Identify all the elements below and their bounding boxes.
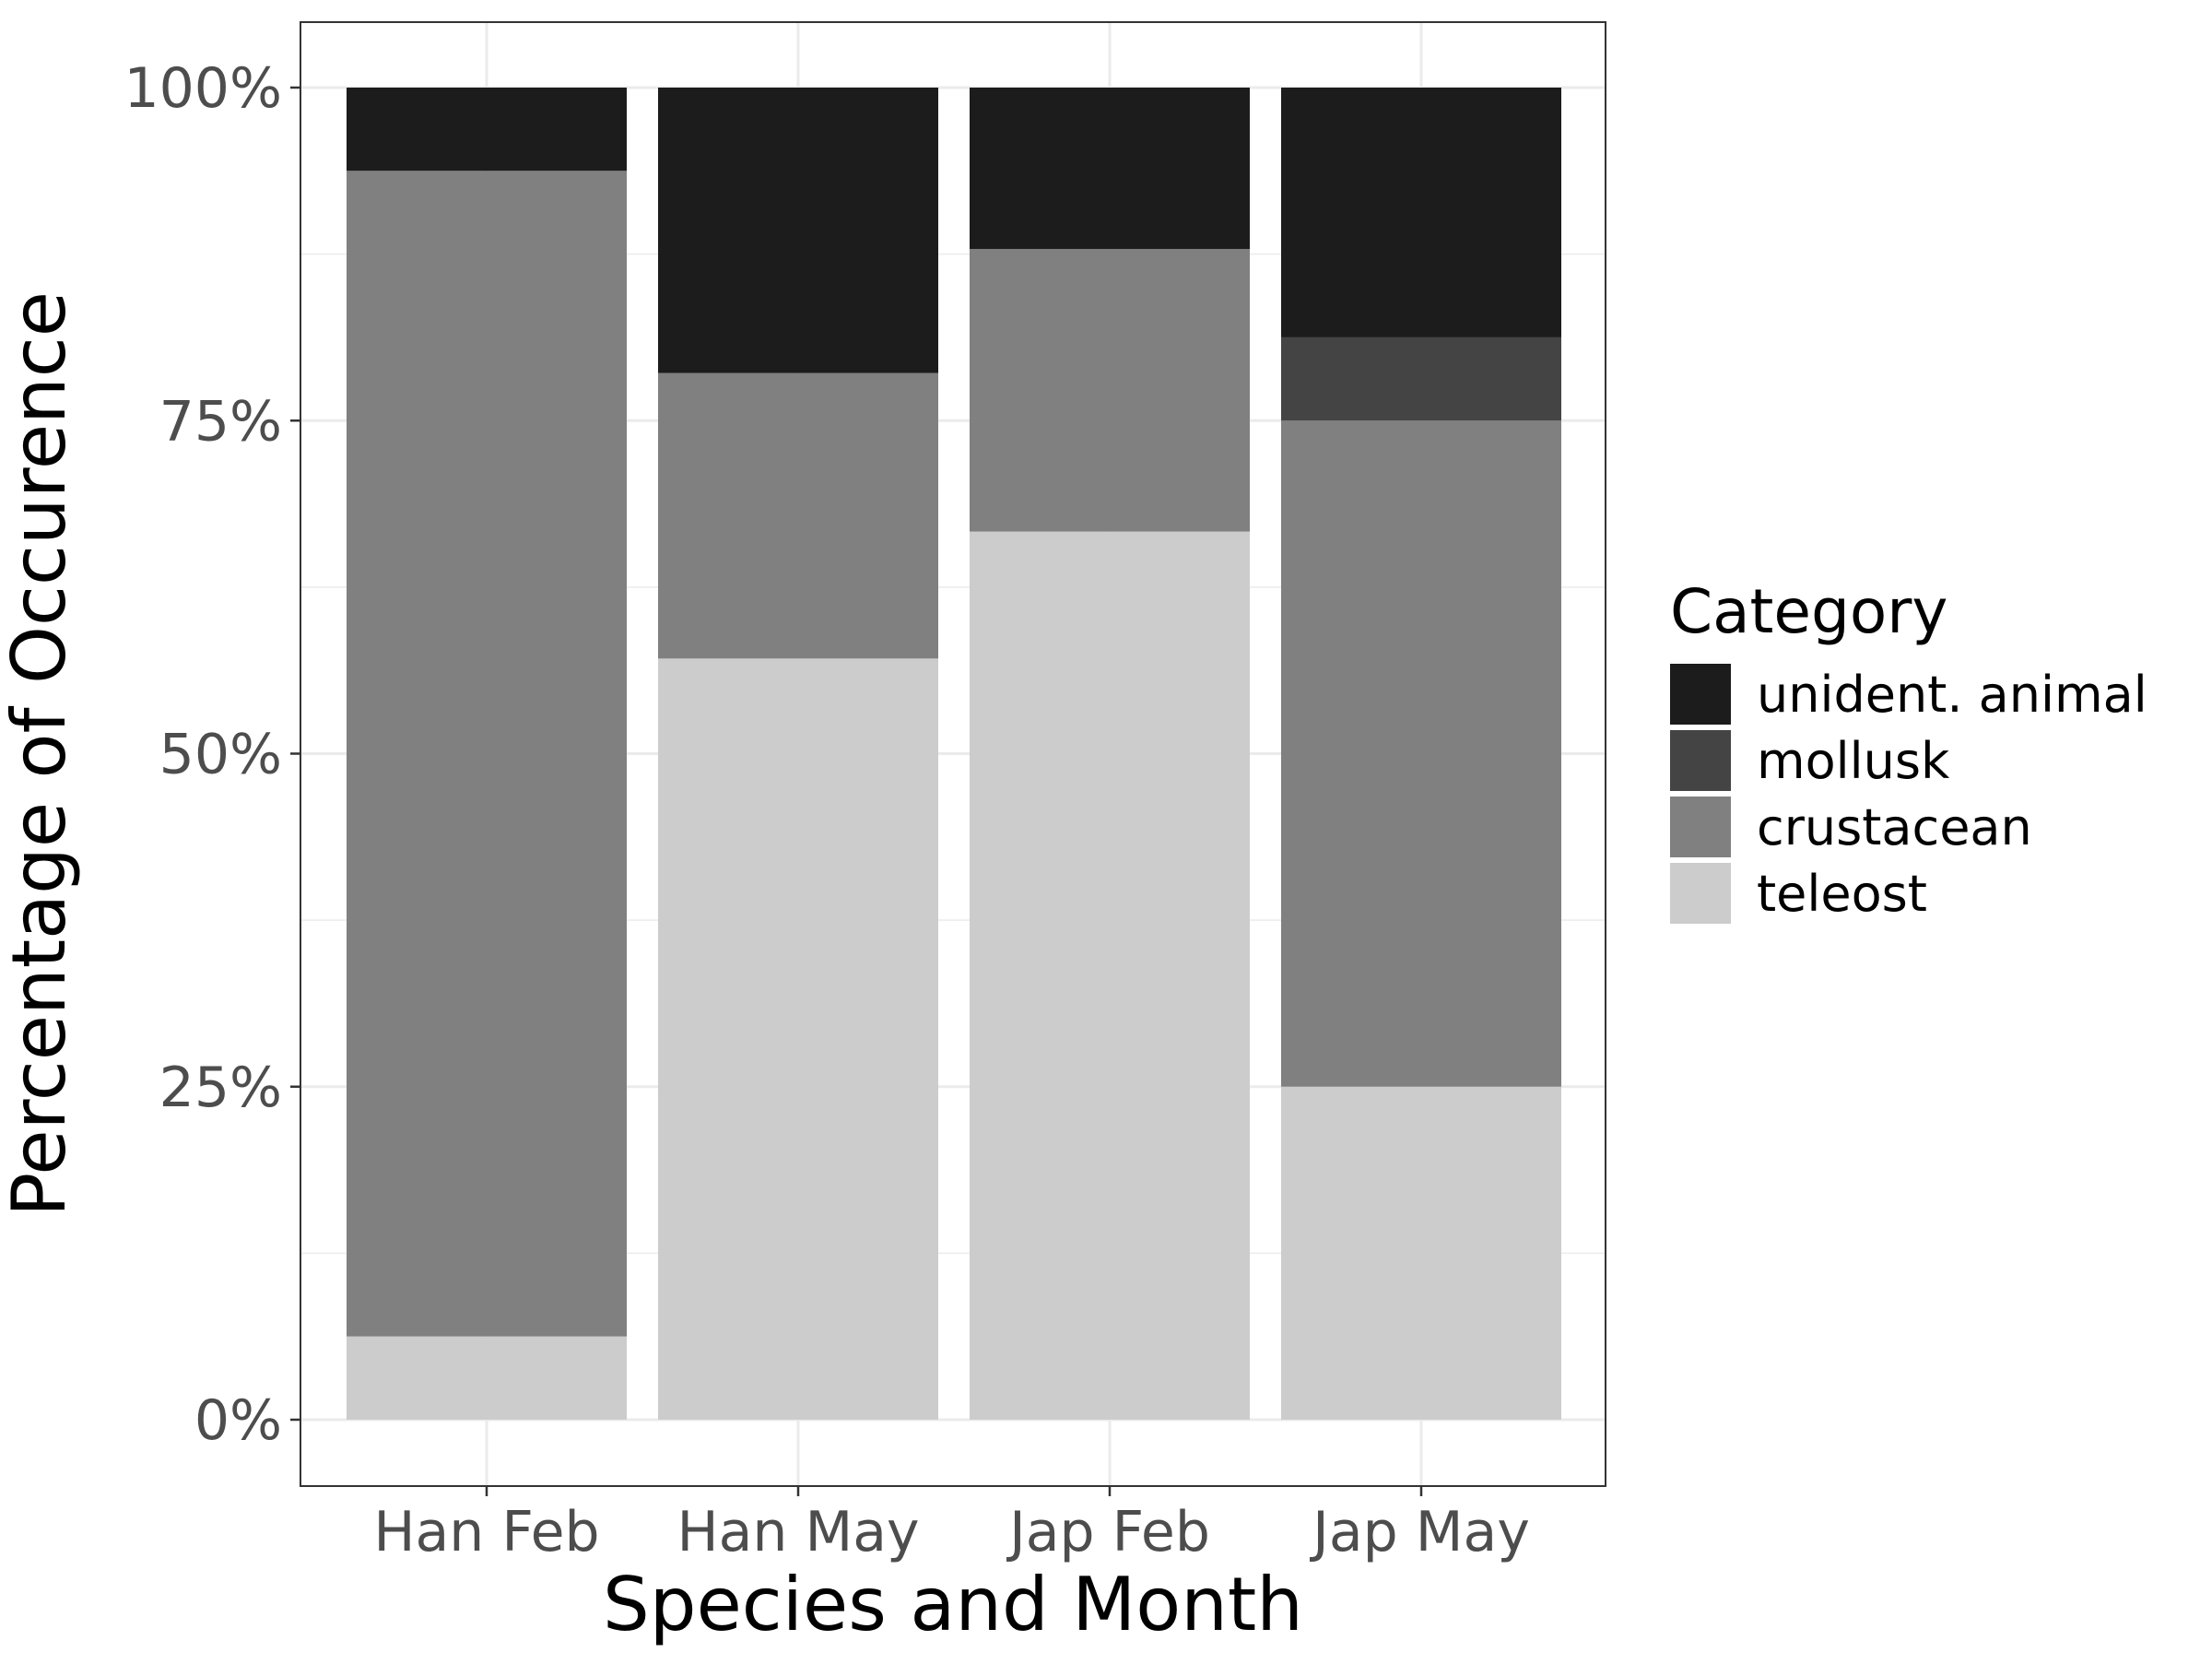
legend: Category unident. animal mollusk crustacea… [1670, 576, 2147, 924]
x-tick-label: Jap Feb [1006, 1500, 1210, 1564]
y-axis: 0% 25% 50% 75% 100% [124, 56, 300, 1453]
bar-segment-unident-animal [1281, 88, 1561, 337]
legend-label: crustacean [1757, 798, 2032, 856]
y-tick-label: 100% [124, 56, 282, 121]
bars [347, 88, 1561, 1420]
bar-segment-teleost [347, 1336, 627, 1420]
bar-segment-mollusk [1281, 336, 1561, 421]
y-axis-title: Percentage of Occurence [0, 291, 82, 1217]
legend-key [1670, 730, 1731, 791]
bar-segment-teleost [658, 658, 938, 1420]
x-tick-label: Han May [677, 1500, 919, 1564]
bar-segment-crustacean [347, 171, 627, 1337]
y-tick-label: 0% [194, 1388, 282, 1453]
y-tick-label: 25% [159, 1056, 282, 1120]
legend-key [1670, 664, 1731, 725]
bar-segment-unident-animal [970, 88, 1250, 250]
y-tick-label: 50% [159, 723, 282, 787]
bar-segment-crustacean [970, 249, 1250, 532]
legend-key [1670, 863, 1731, 924]
legend-label: unident. animal [1757, 666, 2147, 724]
y-tick-label: 75% [159, 389, 282, 454]
bar-segment-unident-animal [658, 88, 938, 373]
bar-segment-teleost [970, 531, 1250, 1420]
legend-title: Category [1670, 576, 1947, 647]
legend-label: mollusk [1757, 732, 1950, 790]
legend-label: teleost [1757, 865, 1927, 923]
bar-segment-crustacean [658, 372, 938, 659]
x-axis: Han Feb Han May Jap Feb Jap May [373, 1486, 1530, 1564]
bar-segment-teleost [1281, 1086, 1561, 1420]
bar-segment-crustacean [1281, 420, 1561, 1087]
bar-segment-unident-animal [347, 88, 627, 171]
legend-key [1670, 797, 1731, 857]
x-tick-label: Jap May [1309, 1500, 1530, 1564]
x-tick-label: Han Feb [373, 1500, 599, 1564]
x-axis-title: Species and Month [603, 1562, 1303, 1647]
